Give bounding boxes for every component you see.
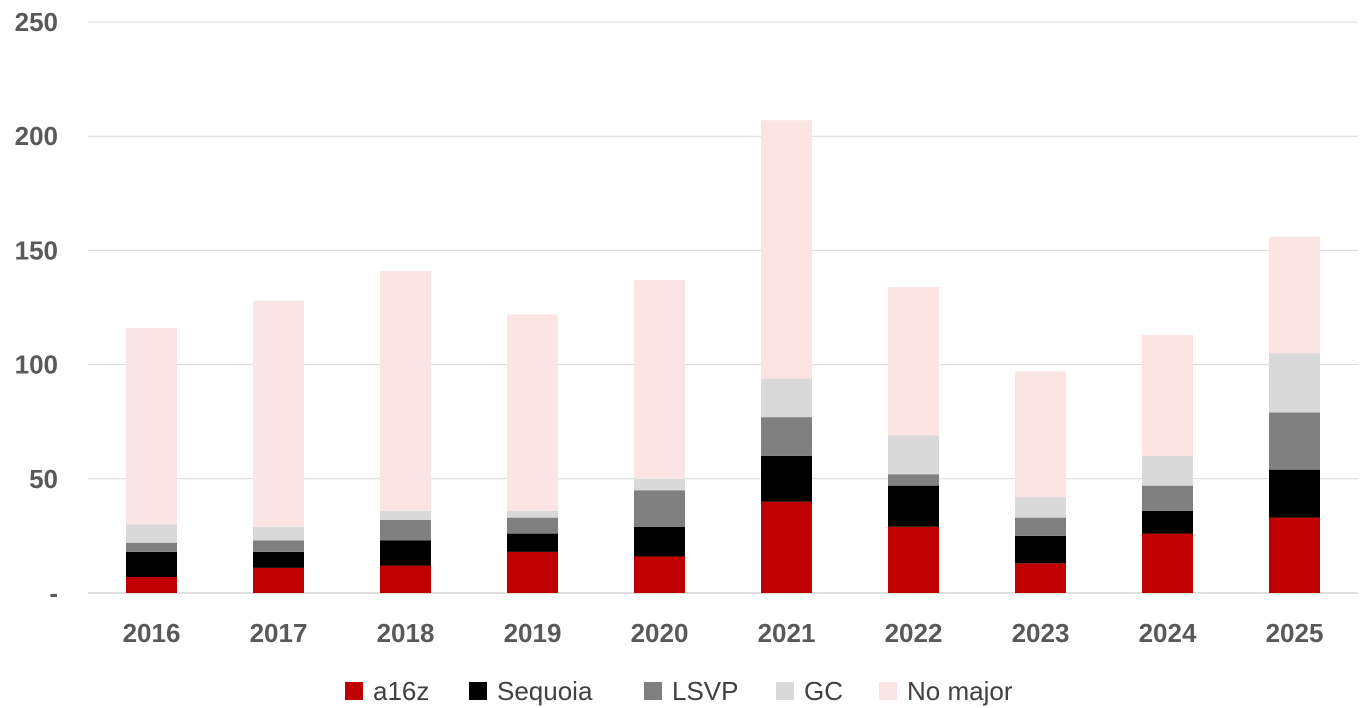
x-tick-label: 2023	[1012, 618, 1070, 648]
bar-gc-2023	[1015, 497, 1066, 518]
legend-swatch-no-major	[879, 682, 897, 700]
bar-sequoia-2023	[1015, 535, 1066, 564]
bar-gc-2017	[253, 526, 304, 541]
legend-swatch-lsvp	[644, 682, 662, 700]
y-tick-label: 150	[15, 235, 58, 265]
bar-gc-2022	[888, 435, 939, 475]
legend: a16z Sequoia LSVP GC No major	[345, 676, 1013, 706]
bar-no-major-2021	[761, 120, 812, 379]
bar-no-major-2024	[1142, 334, 1193, 456]
legend-label-no-major: No major	[907, 676, 1013, 706]
bar-lsvp-2016	[126, 542, 177, 552]
bar-sequoia-2024	[1142, 510, 1193, 534]
bar-lsvp-2025	[1269, 412, 1320, 470]
y-tick-label: 250	[15, 7, 58, 37]
bar-a16z-2022	[888, 526, 939, 593]
bar-a16z-2020	[634, 556, 685, 593]
bar-a16z-2018	[380, 565, 431, 593]
bars	[126, 120, 1320, 593]
bar-lsvp-2024	[1142, 485, 1193, 511]
bar-gc-2024	[1142, 455, 1193, 486]
bar-no-major-2016	[126, 328, 177, 525]
bar-no-major-2017	[253, 300, 304, 527]
bar-a16z-2025	[1269, 517, 1320, 593]
bar-sequoia-2016	[126, 551, 177, 578]
bar-lsvp-2018	[380, 519, 431, 541]
bar-sequoia-2022	[888, 485, 939, 527]
bar-a16z-2023	[1015, 563, 1066, 593]
x-tick-label: 2020	[631, 618, 689, 648]
bar-sequoia-2021	[761, 455, 812, 502]
legend-label-sequoia: Sequoia	[497, 676, 593, 706]
bar-lsvp-2019	[507, 517, 558, 534]
x-tick-label: 2018	[377, 618, 435, 648]
bar-a16z-2017	[253, 567, 304, 593]
bar-a16z-2016	[126, 577, 177, 593]
y-tick-label: 100	[15, 350, 58, 380]
bar-gc-2016	[126, 524, 177, 543]
legend-label-a16z: a16z	[373, 676, 429, 706]
y-tick-label: 50	[29, 464, 58, 494]
bar-a16z-2019	[507, 551, 558, 593]
bar-lsvp-2022	[888, 474, 939, 486]
bar-no-major-2020	[634, 280, 685, 479]
x-tick-label: 2025	[1266, 618, 1324, 648]
bar-lsvp-2021	[761, 417, 812, 456]
y-axis: - 50 100 150 200 250	[15, 7, 58, 608]
x-tick-label: 2016	[123, 618, 181, 648]
x-tick-label: 2022	[885, 618, 943, 648]
bar-sequoia-2018	[380, 540, 431, 566]
bar-sequoia-2019	[507, 533, 558, 552]
x-tick-label: 2024	[1139, 618, 1197, 648]
legend-swatch-gc	[776, 682, 794, 700]
bar-lsvp-2017	[253, 540, 304, 552]
bar-sequoia-2020	[634, 526, 685, 557]
bar-sequoia-2017	[253, 551, 304, 568]
bar-gc-2020	[634, 478, 685, 491]
bar-sequoia-2025	[1269, 469, 1320, 518]
legend-label-lsvp: LSVP	[672, 676, 739, 706]
x-tick-label: 2017	[250, 618, 308, 648]
x-axis: 2016 2017 2018 2019 2020 2021 2022 2023 2024 2025	[123, 618, 1324, 648]
bar-lsvp-2020	[634, 490, 685, 527]
legend-label-gc: GC	[804, 676, 843, 706]
legend-swatch-a16z	[345, 682, 363, 700]
bar-no-major-2019	[507, 314, 558, 511]
bar-no-major-2023	[1015, 371, 1066, 498]
bar-a16z-2024	[1142, 533, 1193, 593]
bar-gc-2021	[761, 378, 812, 418]
bar-lsvp-2023	[1015, 517, 1066, 536]
bar-a16z-2021	[761, 501, 812, 593]
x-tick-label: 2019	[504, 618, 562, 648]
bar-gc-2025	[1269, 353, 1320, 413]
bar-no-major-2022	[888, 286, 939, 436]
bar-no-major-2018	[380, 270, 431, 511]
x-tick-label: 2021	[758, 618, 816, 648]
bar-gc-2019	[507, 510, 558, 518]
legend-swatch-sequoia	[469, 682, 487, 700]
y-tick-label: -	[49, 578, 58, 608]
bar-no-major-2025	[1269, 236, 1320, 354]
bar-gc-2018	[380, 510, 431, 520]
y-tick-label: 200	[15, 121, 58, 151]
